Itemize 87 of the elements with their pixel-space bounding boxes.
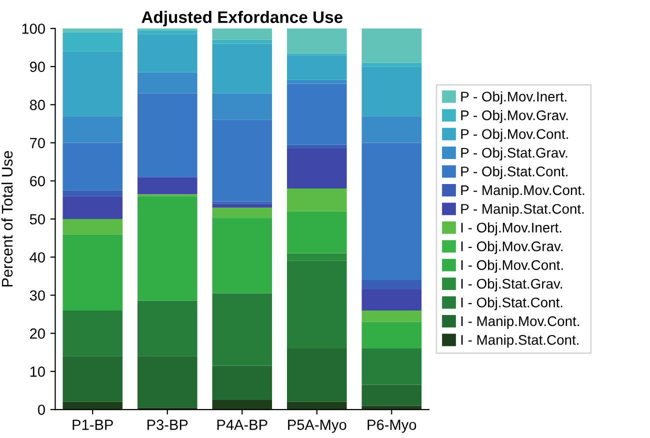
bar — [212, 366, 272, 400]
bar — [137, 356, 198, 408]
y-tick-label: 10 — [30, 366, 45, 377]
bar — [362, 310, 422, 322]
bar — [212, 120, 272, 202]
bar — [212, 400, 272, 410]
y-tick-label: 20 — [30, 328, 45, 339]
bar — [362, 116, 422, 143]
legend-label: I - Manip.Mov.Cont. — [461, 316, 579, 329]
bar — [286, 144, 347, 149]
bar — [212, 219, 272, 294]
bar — [137, 196, 198, 301]
bar — [286, 211, 347, 254]
bar — [362, 28, 422, 63]
legend-label: P - Obj.Mov.Grav. — [461, 110, 568, 123]
bar — [286, 80, 347, 84]
bar — [137, 177, 198, 194]
bar — [362, 384, 422, 406]
bar — [62, 28, 123, 32]
bar — [137, 30, 198, 34]
bar — [212, 40, 272, 44]
bar — [362, 280, 422, 290]
y-tick-label: 40 — [30, 252, 45, 263]
legend-label: P - Manip.Mov.Cont. — [461, 184, 584, 198]
legend-label: I - Obj.Mov.Cont. — [461, 260, 563, 273]
bar — [362, 289, 422, 310]
legend-label: I - Manip.Stat.Cont. — [461, 334, 578, 348]
legend-label: I - Obj.Mov.Grav. — [461, 241, 562, 254]
legend-label: P - Obj.Mov.Inert. — [461, 91, 566, 104]
bar — [62, 219, 123, 234]
y-tick-label: 30 — [30, 290, 45, 301]
legend-label: P - Manip.Stat.Cont. — [461, 204, 584, 217]
bar — [286, 28, 347, 54]
bar — [286, 260, 347, 349]
bar — [62, 234, 123, 310]
x-tick-label: P3-BP — [147, 420, 188, 430]
bar — [62, 196, 123, 219]
bar — [286, 55, 347, 80]
bar — [362, 322, 422, 349]
bar — [62, 32, 123, 52]
y-tick-label: 100 — [22, 24, 45, 34]
bar — [137, 300, 198, 356]
bar — [212, 204, 272, 208]
bar — [212, 293, 272, 366]
bar — [62, 51, 123, 116]
bar — [212, 44, 272, 94]
bar — [362, 406, 422, 410]
legend-label: P - Obj.Mov.Cont. — [461, 128, 568, 142]
y-tick-label: 60 — [30, 176, 45, 186]
y-tick-label: 90 — [30, 62, 45, 72]
bar — [62, 310, 123, 356]
bar — [137, 93, 198, 178]
bar — [286, 188, 347, 212]
bar — [286, 402, 347, 410]
bar — [212, 28, 272, 40]
y-tick-label: 70 — [30, 138, 45, 148]
y-tick-label: 0 — [38, 404, 45, 415]
bar — [362, 66, 422, 116]
legend-label: P - Obj.Stat.Cont. — [461, 166, 568, 180]
bar — [212, 93, 272, 120]
y-tick-label: 80 — [30, 100, 45, 110]
bar — [362, 62, 422, 67]
legend-label: I - Obj.Stat.Cont. — [461, 297, 562, 310]
bar — [62, 356, 123, 402]
legend-label: P - Obj.Stat.Grav. — [461, 147, 568, 160]
bar — [137, 34, 198, 72]
bar — [62, 142, 123, 190]
bar — [137, 72, 198, 94]
x-tick-label: P1-BP — [72, 420, 113, 430]
bar — [286, 348, 347, 402]
bar — [286, 253, 347, 261]
legend-label: I - Obj.Mov.Inert. — [461, 222, 562, 236]
x-tick-label: P6-Myo — [368, 420, 416, 433]
y-tick-label: 50 — [30, 214, 45, 224]
bar — [286, 84, 347, 145]
bar — [286, 148, 347, 189]
bar — [62, 402, 123, 410]
bar — [362, 348, 422, 385]
bar — [212, 208, 272, 218]
bar — [362, 142, 422, 280]
x-tick-label: P5A-Myo — [288, 420, 346, 433]
y-axis-title: Percent of Total Use — [1, 151, 13, 286]
legend-label: I - Obj.Stat.Grav. — [461, 278, 562, 292]
bar — [62, 116, 123, 143]
x-tick-label: P4A-BP — [217, 420, 268, 430]
bar — [62, 190, 123, 196]
chart-title: Adjusted Exfordance Use — [142, 10, 343, 26]
